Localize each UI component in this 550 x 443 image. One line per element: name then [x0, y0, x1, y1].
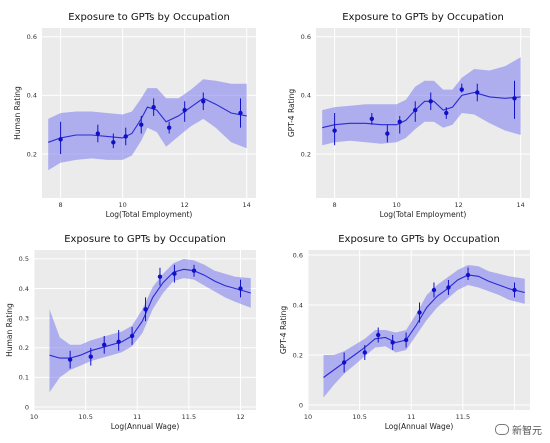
y-tick-label: 0.5 [19, 255, 29, 263]
y-axis-label: Human Rating [13, 86, 22, 140]
data-point [191, 268, 197, 273]
confidence-band [48, 79, 247, 171]
data-point [58, 137, 63, 142]
y-tick-label: 0.4 [27, 92, 37, 100]
x-tick-label: 10 [392, 201, 400, 209]
x-tick-label: 10 [304, 413, 312, 421]
x-axis-label: Log(Annual Wage) [385, 422, 454, 431]
x-axis-label: Log(Annual Wage) [111, 422, 180, 431]
data-point [151, 104, 156, 110]
x-tick-label: 10 [30, 413, 38, 421]
x-tick-label: 10 [118, 201, 126, 209]
data-point [341, 360, 347, 365]
x-tick-label: 12 [455, 201, 463, 209]
data-point [123, 134, 128, 139]
y-axis-label: GPT-4 Rating [279, 306, 288, 355]
confidence-band [323, 265, 525, 398]
chart-title: Exposure to GPTs by Occupation [64, 234, 226, 245]
y-tick-label: 0 [25, 403, 29, 411]
data-point [166, 125, 172, 130]
data-point [512, 287, 517, 293]
data-point [238, 110, 243, 116]
data-point [428, 99, 433, 104]
data-point [390, 340, 395, 345]
data-point [417, 310, 422, 315]
y-tick-label: 0.2 [27, 150, 37, 158]
data-point [385, 131, 390, 136]
y-tick-label: 0.6 [293, 251, 303, 259]
data-point [88, 354, 93, 359]
x-tick-label: 10.5 [352, 413, 366, 421]
x-tick-label: 11.5 [182, 413, 196, 421]
y-tick-label: 0 [299, 401, 303, 409]
data-point [102, 342, 107, 348]
data-point [376, 332, 381, 338]
data-point [238, 286, 243, 291]
chart-panel-4: 10 10.5 11 11.5 0 0.2 0.4 0.6 Exposure to GPTs b… [279, 234, 530, 431]
y-tick-label: 0.4 [19, 285, 29, 293]
chart-panel-1: 8 10 12 14 0.2 0.4 0.6 Exposure to GPTs by Occu… [13, 12, 256, 219]
y-tick-label: 0.3 [19, 314, 29, 322]
x-axis-label: Log(Total Employment) [106, 210, 193, 219]
data-point [475, 90, 480, 95]
data-point [129, 333, 135, 339]
chart-title: Exposure to GPTs by Occupation [338, 234, 500, 245]
data-point [369, 116, 375, 122]
data-point [172, 271, 177, 276]
y-tick-label: 0.2 [293, 351, 303, 359]
data-point [403, 337, 409, 343]
chart-title: Exposure to GPTs by Occupation [68, 12, 230, 23]
y-tick-label: 0.1 [19, 374, 29, 382]
data-point [95, 131, 101, 136]
data-point [157, 274, 163, 279]
chart-panel-3: 10 10.5 11 11.5 12 0 0.1 0.2 0.3 0.4 0.5 Exposure t… [5, 234, 256, 431]
data-point [362, 350, 367, 355]
data-point [459, 87, 464, 92]
smoothed-line [48, 97, 247, 143]
watermark-text: 新智元 [512, 426, 542, 437]
y-axis-label: GPT-4 Rating [287, 89, 296, 138]
y-tick-label: 0.6 [27, 33, 37, 41]
x-tick-label: 12 [236, 413, 244, 421]
data-point [397, 119, 402, 124]
data-point [201, 99, 206, 104]
x-tick-label: 14 [517, 201, 525, 209]
y-tick-label: 0.4 [301, 92, 311, 100]
data-point [111, 140, 116, 145]
data-point [182, 107, 187, 113]
x-tick-label: 11 [133, 413, 141, 421]
data-point [116, 339, 121, 345]
data-point [413, 107, 418, 113]
data-point [332, 128, 337, 133]
smoothed-line [323, 274, 525, 378]
chart-panel-2: 8 10 12 14 0.2 0.4 0.6 Exposure to GPTs by Occu… [287, 12, 530, 219]
x-tick-label: 8 [59, 201, 63, 209]
x-tick-label: 10.5 [78, 413, 92, 421]
data-point [444, 110, 449, 116]
data-point [446, 285, 451, 290]
data-point [431, 287, 437, 293]
x-tick-label: 11.5 [456, 413, 470, 421]
y-tick-label: 0.6 [301, 33, 311, 41]
x-tick-label: 8 [333, 201, 337, 209]
y-tick-label: 0.2 [19, 344, 29, 352]
chart-title: Exposure to GPTs by Occupation [342, 12, 504, 23]
x-tick-label: 14 [243, 201, 251, 209]
data-point [67, 357, 73, 362]
smoothed-line [322, 91, 521, 129]
x-axis-label: Log(Total Employment) [380, 210, 467, 219]
data-point [143, 307, 148, 312]
data-point [465, 272, 471, 278]
x-tick-label: 12 [181, 201, 189, 209]
watermark: 新智元 [495, 422, 542, 437]
data-point [139, 122, 144, 127]
y-axis-label: Human Rating [5, 303, 14, 357]
y-tick-label: 0.2 [301, 150, 311, 158]
data-point [512, 96, 517, 101]
y-tick-label: 0.4 [293, 301, 303, 309]
x-tick-label: 11 [407, 413, 415, 421]
wechat-logo-icon [495, 424, 509, 435]
